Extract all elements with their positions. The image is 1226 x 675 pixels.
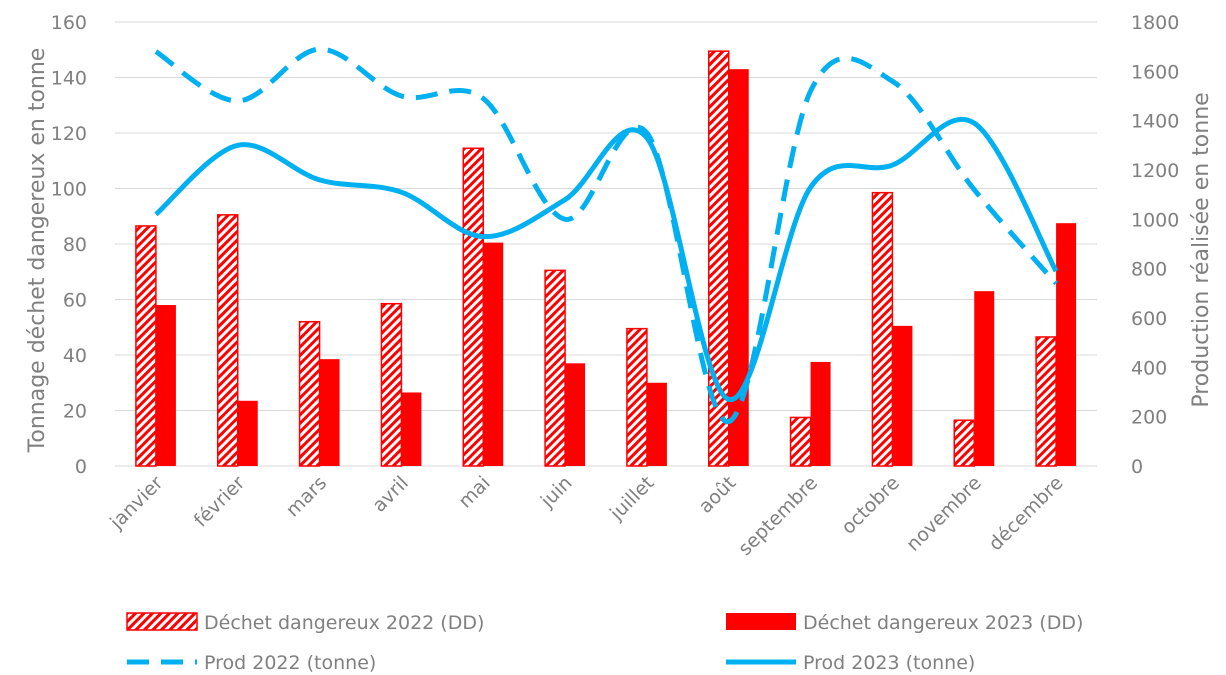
y-left-tick-label: 60	[63, 290, 87, 312]
y-right-tick-label: 200	[1131, 407, 1167, 429]
legend-prod-2022-label: Prod 2022 (tonne)	[204, 652, 376, 674]
y-left-tick-label: 20	[63, 401, 87, 423]
x-axis: janvier février mars avril mai juin juillet aoû…	[105, 472, 1067, 560]
x-tick-label: novembre	[902, 472, 986, 556]
bar-2022-avril	[380, 302, 403, 467]
x-tick-label: août	[694, 472, 740, 518]
line-prod-2023	[154, 116, 1059, 402]
x-tick-label: février	[190, 472, 250, 532]
line-prod-2022	[154, 46, 1058, 425]
bar-2022-octobre	[871, 191, 894, 467]
bar-2023-août	[728, 69, 749, 467]
y-right-tick-label: 1200	[1131, 160, 1179, 182]
y-left-tick-label: 120	[51, 123, 87, 145]
legend: Déchet dangereux 2022 (DD) Déchet dangere…	[126, 612, 1083, 674]
legend-dd-2023-swatch	[726, 613, 796, 630]
bar-2023-octobre	[892, 325, 913, 466]
bar-2022-novembre	[953, 419, 975, 467]
y-left-tick-label: 100	[51, 179, 87, 201]
y-left-tick-label: 80	[63, 234, 87, 256]
legend-ddd-2022-swatch	[126, 612, 198, 631]
x-tick-label: décembre	[985, 472, 1068, 555]
bar-2023-septembre	[810, 361, 831, 466]
y-axis-right: 0 200 400 600 800 1000 1200 1400 1600 1800	[1131, 12, 1179, 478]
y-right-tick-label: 1600	[1131, 61, 1179, 83]
bar-2022-janvier	[135, 225, 157, 467]
y-right-tick-label: 1000	[1131, 209, 1179, 231]
gridlines	[115, 21, 1097, 467]
bar-2023-décembre	[1056, 223, 1077, 466]
bar-2023-avril	[401, 392, 422, 466]
bar-2023-juillet	[646, 382, 667, 466]
legend-ddd-2022-label: Déchet dangereux 2022 (DD)	[204, 612, 484, 634]
x-tick-label: mars	[282, 472, 331, 521]
y-left-tick-label: 40	[63, 345, 87, 367]
y-right-tick-label: 1800	[1131, 12, 1179, 34]
bar-2023-novembre	[974, 291, 995, 466]
bar-series-group	[135, 50, 1077, 467]
bar-2023-mai	[483, 242, 504, 466]
x-tick-label: octobre	[837, 472, 904, 539]
y-axis-right-title: Production réalisée en tonne	[1189, 92, 1214, 407]
x-tick-label: juin	[536, 472, 577, 513]
y-left-tick-label: 0	[75, 456, 87, 478]
x-tick-label: septembre	[734, 472, 822, 560]
y-left-tick-label: 140	[51, 68, 87, 90]
y-right-tick-label: 0	[1131, 456, 1143, 478]
x-tick-label: janvier	[105, 472, 167, 534]
bar-2022-septembre	[789, 416, 812, 467]
y-right-tick-label: 800	[1131, 259, 1167, 281]
y-right-tick-label: 600	[1131, 308, 1167, 330]
bar-2022-février	[217, 214, 239, 467]
bar-2022-juillet	[626, 327, 648, 467]
bar-2022-juin	[544, 269, 566, 467]
bar-2023-janvier	[155, 305, 176, 466]
bar-2022-décembre	[1035, 336, 1057, 467]
bar-2022-mars	[298, 320, 321, 467]
bar-2022-mai	[462, 147, 484, 467]
y-right-tick-label: 1400	[1131, 111, 1179, 133]
line-series-group	[154, 46, 1059, 425]
bar-2023-juin	[565, 363, 586, 466]
y-right-tick-label: 400	[1131, 357, 1167, 379]
y-axis-left-title: Tonnage déchet dangereux en tonne	[25, 48, 50, 454]
bar-2022-août	[708, 50, 730, 467]
x-tick-label: juillet	[605, 472, 658, 525]
x-tick-label: mai	[454, 472, 495, 513]
legend-prod-2023-label: Prod 2023 (tonne)	[803, 652, 975, 674]
bar-2023-février	[237, 400, 258, 466]
x-tick-label: avril	[368, 472, 413, 517]
legend-dd-2023-label: Déchet dangereux 2023 (DD)	[803, 612, 1083, 634]
bar-2023-mars	[319, 359, 340, 466]
y-left-tick-label: 160	[51, 12, 87, 34]
y-axis-left: 0 20 40 60 80 100 120 140 160	[51, 12, 87, 478]
